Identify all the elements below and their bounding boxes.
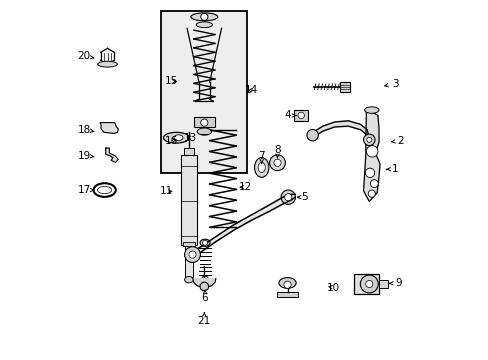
Circle shape [360,275,378,293]
Polygon shape [363,108,379,202]
Circle shape [201,13,207,21]
Circle shape [200,282,208,291]
Text: 6: 6 [202,290,208,303]
Ellipse shape [202,276,208,281]
Polygon shape [100,123,118,134]
Ellipse shape [197,128,211,135]
Circle shape [281,190,295,204]
Ellipse shape [98,61,117,67]
Circle shape [306,130,318,141]
Bar [183,242,194,246]
Text: 15: 15 [164,76,178,86]
Ellipse shape [278,278,296,288]
Text: 8: 8 [274,144,280,158]
Circle shape [284,281,290,288]
Ellipse shape [174,135,183,140]
Ellipse shape [196,22,212,28]
Ellipse shape [258,162,265,172]
Ellipse shape [190,13,217,21]
Circle shape [365,280,372,288]
Bar [378,280,387,288]
Circle shape [297,112,304,119]
Text: 11: 11 [160,186,173,197]
Circle shape [363,134,374,145]
Circle shape [269,155,285,171]
Text: 18: 18 [78,125,94,135]
Circle shape [273,159,281,166]
Text: 12: 12 [238,182,251,192]
Text: 14: 14 [244,85,258,95]
Circle shape [284,194,291,201]
Circle shape [366,137,371,142]
Circle shape [366,145,377,157]
Polygon shape [192,194,295,257]
Text: 9: 9 [389,278,401,288]
Circle shape [202,240,207,245]
Bar [161,12,247,173]
Circle shape [365,168,374,177]
Text: 3: 3 [384,79,398,89]
Text: 2: 2 [390,136,403,145]
Text: 20: 20 [78,51,94,61]
Ellipse shape [200,239,210,246]
Ellipse shape [184,276,193,283]
Text: 21: 21 [197,312,210,325]
Ellipse shape [163,132,189,143]
Circle shape [184,247,200,262]
Bar [181,155,196,244]
Text: 16: 16 [164,136,178,145]
Bar [193,117,215,127]
Polygon shape [192,279,215,288]
Bar [277,292,297,297]
Circle shape [367,190,375,197]
Polygon shape [312,121,368,142]
Text: 7: 7 [258,150,264,163]
Circle shape [188,251,196,258]
Polygon shape [105,148,118,162]
Text: 13: 13 [183,133,197,143]
Text: 1: 1 [386,164,398,174]
Ellipse shape [97,186,112,194]
Ellipse shape [364,107,378,113]
Circle shape [369,180,378,188]
Ellipse shape [254,158,268,177]
Bar [183,148,194,155]
Bar [184,244,193,277]
Text: 4: 4 [284,111,296,121]
Text: 5: 5 [297,192,307,202]
Text: 17: 17 [78,185,94,195]
Text: 19: 19 [78,150,94,161]
Bar [339,82,349,92]
Circle shape [201,119,207,126]
Text: 10: 10 [326,283,339,293]
Bar [353,274,378,294]
Bar [293,110,308,121]
